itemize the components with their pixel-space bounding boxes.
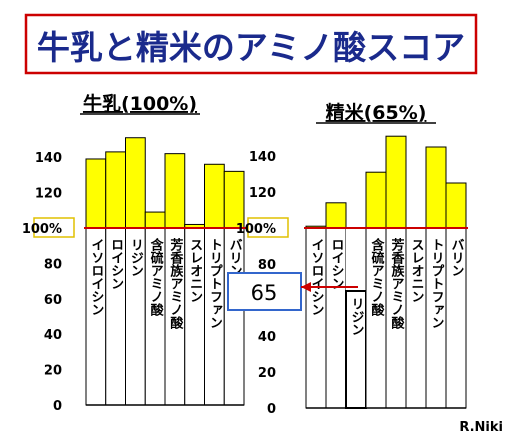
category-label: スレオニン xyxy=(187,238,203,303)
category-label: ロイシン xyxy=(329,238,345,290)
y-tick-label: 140 xyxy=(35,151,62,166)
bar xyxy=(223,170,245,229)
y-tick-label: 20 xyxy=(258,366,276,381)
category-label: ロイシン xyxy=(108,238,124,290)
category-label: イソロイシン xyxy=(88,238,104,316)
category-label: トリプトファン xyxy=(429,238,444,329)
slide-title: 牛乳と精米のアミノ酸スコア xyxy=(37,28,465,67)
credit-label: R.Niki xyxy=(459,420,503,435)
rice-chart: 精米(65%)020406080100%120140イソロイシンロイシンリジン含… xyxy=(236,101,468,417)
bar xyxy=(144,211,166,229)
bar xyxy=(204,163,225,229)
bar xyxy=(325,202,347,229)
category-label: バリン xyxy=(449,238,465,277)
y-tick-label: 0 xyxy=(267,402,276,417)
reference-label-box xyxy=(247,217,289,238)
category-label: 芳香族アミノ酸 xyxy=(389,237,406,330)
bar xyxy=(385,135,407,229)
bar xyxy=(125,137,146,229)
y-tick-label: 40 xyxy=(44,328,62,343)
y-tick-label: 80 xyxy=(258,258,276,273)
callout-box xyxy=(227,272,302,311)
category-label: 芳香族アミノ酸 xyxy=(167,237,184,330)
y-tick-label: 120 xyxy=(35,187,62,202)
bar xyxy=(425,146,447,229)
y-tick-label: 60 xyxy=(44,293,62,308)
bar xyxy=(445,182,467,229)
category-label: 含硫アミノ酸 xyxy=(148,237,165,317)
bar xyxy=(85,158,107,229)
chart-title: 牛乳(100%) xyxy=(83,92,197,115)
bar-deficit xyxy=(346,228,366,291)
bar xyxy=(105,151,126,229)
category-label: リジン xyxy=(349,297,365,336)
bar xyxy=(365,171,387,229)
chart-title: 精米(65%) xyxy=(326,101,427,124)
bar xyxy=(164,153,186,229)
y-tick-label: 120 xyxy=(249,186,276,201)
category-label: トリプトファン xyxy=(207,238,222,329)
reference-label-box xyxy=(33,217,75,238)
y-tick-label: 20 xyxy=(44,364,62,379)
y-tick-label: 100% xyxy=(236,222,276,237)
category-label: バリン xyxy=(227,238,243,277)
y-tick-label: 0 xyxy=(53,399,62,414)
category-label: 含硫アミノ酸 xyxy=(369,237,386,317)
y-tick-label: 100% xyxy=(22,222,62,237)
category-label: スレオニン xyxy=(409,238,425,303)
callout-arrow-head-icon xyxy=(301,282,311,292)
callout-value: 65 xyxy=(251,281,278,305)
y-tick-label: 80 xyxy=(44,257,62,272)
category-label: リジン xyxy=(128,238,144,277)
category-label: イソロイシン xyxy=(309,238,325,316)
title-frame xyxy=(24,13,478,75)
milk-chart: 牛乳(100%) 0 20 40 60 80 100% 120 140 イソロイシン ロイシン リジン… xyxy=(22,92,246,414)
y-tick-label: 140 xyxy=(249,150,276,165)
y-tick-label: 40 xyxy=(258,330,276,345)
